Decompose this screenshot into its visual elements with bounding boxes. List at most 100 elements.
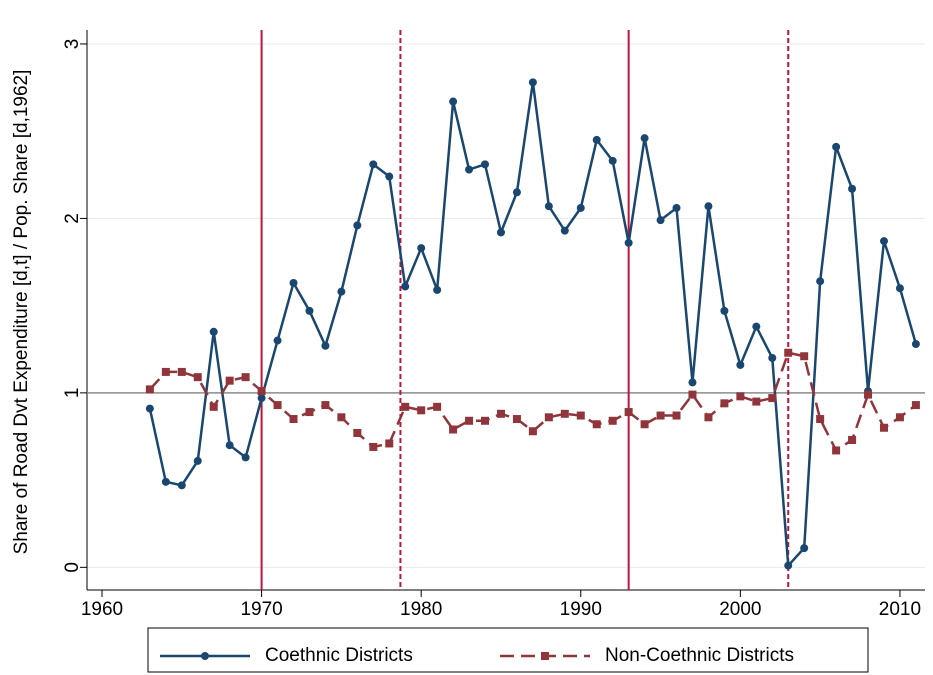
marker xyxy=(528,78,537,87)
marker xyxy=(800,352,809,361)
marker xyxy=(305,306,314,315)
marker xyxy=(720,399,729,408)
marker xyxy=(321,341,330,350)
y-tick-label: 1 xyxy=(62,388,83,399)
marker xyxy=(209,327,218,336)
marker xyxy=(911,401,920,410)
x-tick-label: 1990 xyxy=(560,599,602,620)
marker xyxy=(640,134,649,143)
marker xyxy=(241,453,250,462)
marker xyxy=(720,306,729,315)
marker xyxy=(560,409,569,418)
marker xyxy=(209,402,218,411)
legend-label: Non-Coethnic Districts xyxy=(605,645,794,666)
marker xyxy=(145,404,154,413)
marker xyxy=(864,390,873,399)
marker xyxy=(688,390,697,399)
marker xyxy=(608,416,617,425)
y-tick-label: 3 xyxy=(62,39,83,50)
y-tick-label: 2 xyxy=(62,213,83,224)
marker xyxy=(544,202,553,211)
marker xyxy=(672,411,681,420)
marker xyxy=(752,397,761,406)
marker xyxy=(592,420,601,429)
marker xyxy=(257,394,266,403)
marker xyxy=(257,387,266,396)
x-tick-label: 2010 xyxy=(879,599,921,620)
legend-box xyxy=(147,627,869,673)
marker xyxy=(496,409,505,418)
marker xyxy=(305,408,314,417)
marker xyxy=(848,435,857,444)
marker xyxy=(433,285,442,294)
marker xyxy=(401,282,410,291)
marker xyxy=(417,244,426,253)
marker xyxy=(736,392,745,401)
marker xyxy=(576,411,585,420)
marker xyxy=(832,446,841,455)
marker xyxy=(369,160,378,169)
marker xyxy=(465,416,474,425)
marker xyxy=(768,394,777,403)
marker xyxy=(161,367,170,376)
marker xyxy=(704,413,713,422)
marker xyxy=(161,477,170,486)
marker xyxy=(449,425,458,434)
marker xyxy=(273,336,282,345)
marker xyxy=(879,237,888,246)
marker xyxy=(656,216,665,225)
x-tick-label: 1960 xyxy=(81,599,123,620)
marker xyxy=(289,278,298,287)
marker xyxy=(528,427,537,436)
marker xyxy=(417,406,426,415)
marker xyxy=(369,442,378,451)
marker xyxy=(911,340,920,349)
legend-marker xyxy=(541,652,549,660)
marker xyxy=(481,416,490,425)
marker xyxy=(816,415,825,424)
marker xyxy=(496,228,505,237)
y-axis-label: Share of Road Dvt Expenditure [d,t] / Po… xyxy=(11,70,32,555)
marker xyxy=(768,353,777,362)
marker xyxy=(193,456,202,465)
marker xyxy=(895,413,904,422)
marker xyxy=(544,413,553,422)
marker xyxy=(784,348,793,357)
y-tick-label: 0 xyxy=(62,562,83,573)
marker xyxy=(879,423,888,432)
marker xyxy=(608,156,617,165)
marker xyxy=(337,413,346,422)
marker xyxy=(672,203,681,212)
marker xyxy=(832,142,841,151)
marker xyxy=(800,544,809,553)
marker xyxy=(401,402,410,411)
marker xyxy=(481,160,490,169)
marker xyxy=(241,373,250,382)
marker xyxy=(624,238,633,247)
marker xyxy=(640,420,649,429)
marker xyxy=(816,277,825,286)
marker xyxy=(784,561,793,570)
marker xyxy=(449,97,458,106)
marker xyxy=(225,376,234,385)
marker xyxy=(433,402,442,411)
marker xyxy=(624,408,633,417)
marker xyxy=(576,203,585,212)
marker xyxy=(560,226,569,235)
marker xyxy=(895,284,904,293)
x-tick-label: 2000 xyxy=(719,599,761,620)
x-tick-label: 1980 xyxy=(400,599,442,620)
marker xyxy=(193,373,202,382)
marker xyxy=(385,172,394,181)
legend-marker xyxy=(201,652,209,660)
marker xyxy=(512,188,521,197)
marker xyxy=(752,322,761,331)
marker xyxy=(512,415,521,424)
marker xyxy=(353,221,362,230)
marker xyxy=(688,378,697,387)
marker xyxy=(656,411,665,420)
marker xyxy=(736,360,745,369)
marker xyxy=(337,287,346,296)
